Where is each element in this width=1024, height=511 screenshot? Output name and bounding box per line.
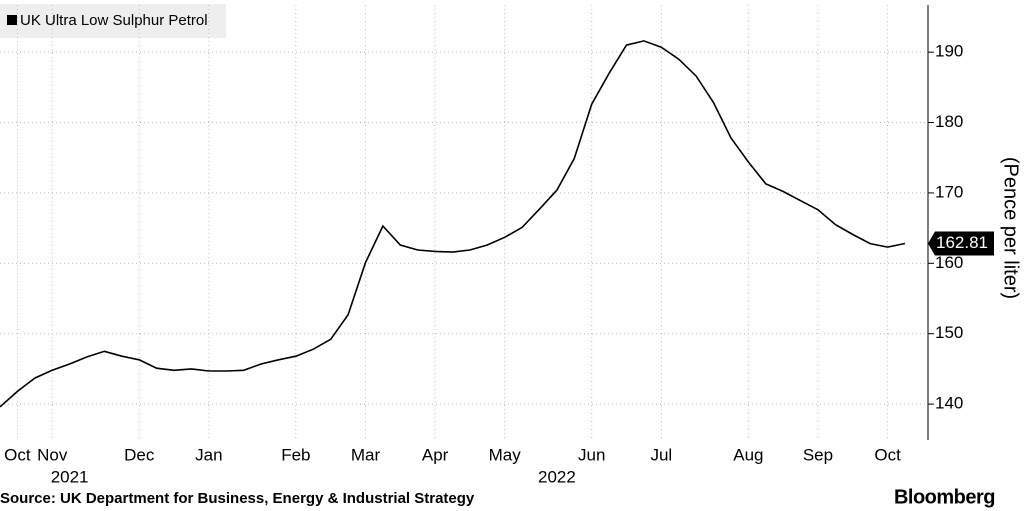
last-value-label: 162.81 [936, 233, 988, 252]
legend-swatch [7, 15, 17, 25]
x-tick-label: Oct [4, 445, 31, 464]
y-tick-label: 180 [935, 112, 963, 131]
x-tick-label: Mar [351, 445, 381, 464]
x-tick-label: Aug [733, 445, 763, 464]
line [0, 40, 906, 408]
x-tick-label: Oct [874, 445, 901, 464]
x-tick-label: Sep [803, 445, 833, 464]
x-tick-label: Jul [650, 445, 672, 464]
x-year-label: 2021 [51, 467, 89, 486]
source: Source: UK Department for Business, Ener… [0, 490, 475, 507]
brand: Bloomberg [894, 486, 995, 508]
last-value-box [928, 231, 994, 256]
x-tick-label: Apr [422, 445, 449, 464]
x-year-label: 2022 [538, 467, 576, 486]
x-tick-label: Feb [281, 445, 310, 464]
legend-box [0, 4, 226, 38]
y-tick-label: 190 [935, 42, 963, 61]
y-tick-label: 150 [935, 323, 963, 342]
y-tick-label: 170 [935, 182, 963, 201]
x-tick-label: Jun [578, 445, 605, 464]
x-tick-label: Jan [195, 445, 222, 464]
y-axis-label: (Pence per liter) [1000, 157, 1022, 299]
x-tick-label: May [489, 445, 522, 464]
y-tick-label: 160 [935, 253, 963, 272]
x-tick-label: Nov [37, 445, 68, 464]
y-tick-label: 140 [935, 394, 963, 413]
x-tick-label: Dec [124, 445, 155, 464]
legend-label: UK Ultra Low Sulphur Petrol [20, 12, 208, 29]
